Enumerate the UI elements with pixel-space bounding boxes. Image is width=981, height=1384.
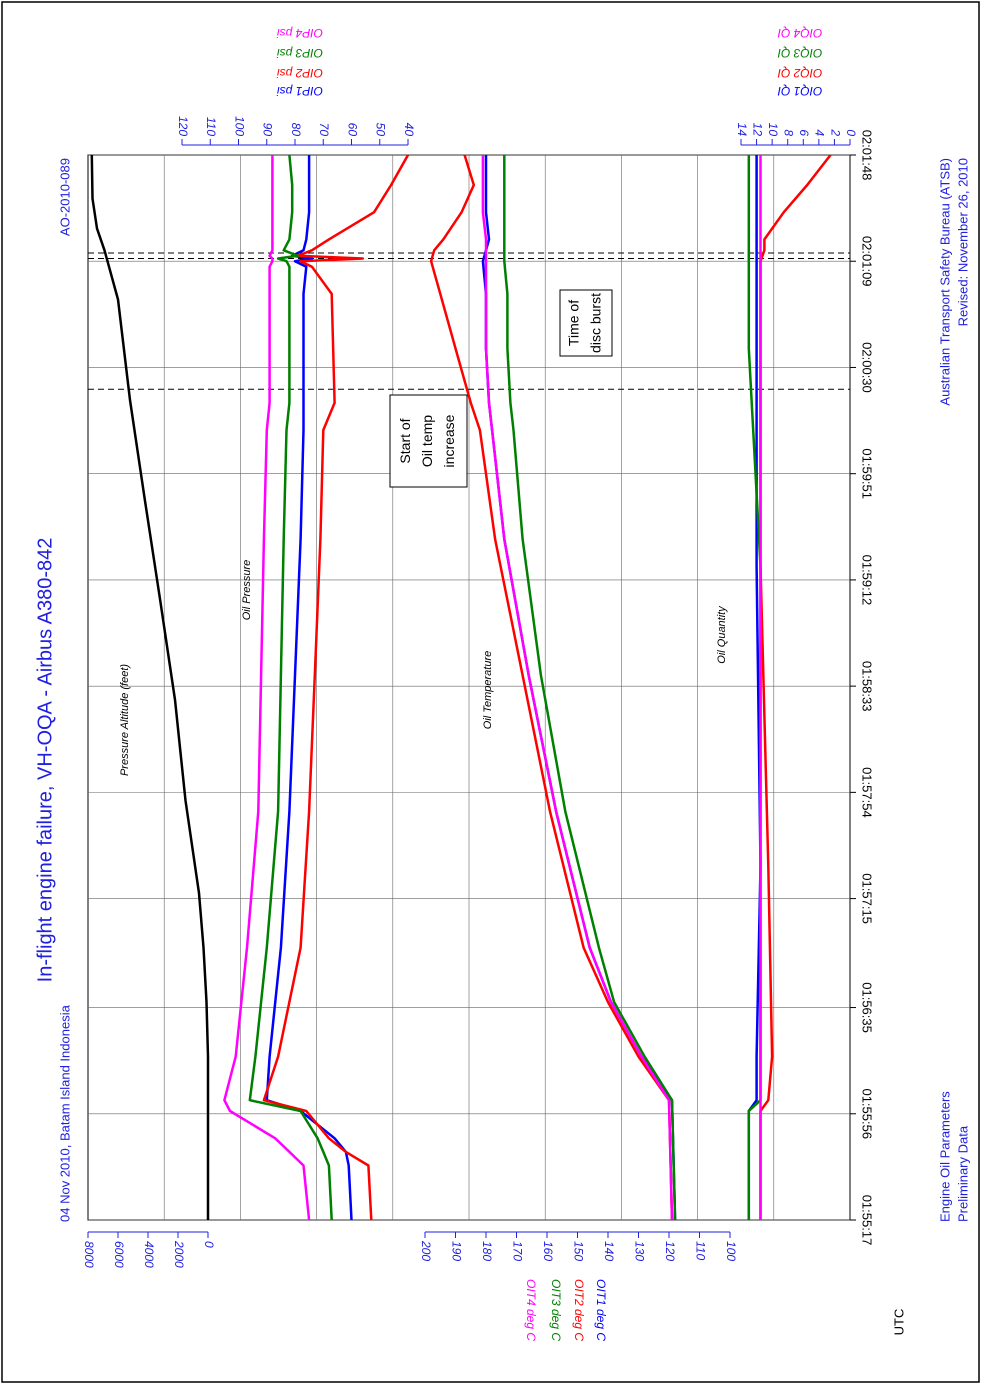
y-tick-label: 50 [374, 123, 388, 137]
series-line [262, 154, 410, 1221]
x-tick-label: 01:55:17 [860, 1195, 875, 1246]
y-tick-label: 130 [632, 1241, 646, 1261]
legend-entry: OIQ3 QI [777, 46, 822, 60]
legend-entry: OIT4 deg C [524, 1279, 538, 1341]
y-tick-label: 100 [724, 1241, 738, 1261]
x-tick-label: 02:00:30 [860, 342, 875, 393]
x-tick-label: 01:59:12 [860, 555, 875, 606]
series-line [503, 155, 677, 1221]
y-tick-label: 190 [449, 1241, 463, 1261]
panel-title: Oil Quantity [716, 605, 728, 664]
y-tick-label: 160 [541, 1241, 555, 1261]
footer-text: Revised: November 26, 2010 [955, 158, 970, 326]
panel-title: Oil Temperature [482, 651, 494, 729]
y-tick-label: 180 [480, 1241, 494, 1261]
panel-title: Oil Pressure [241, 560, 253, 621]
y-tick-label: 12 [750, 123, 764, 137]
y-tick-label: 6000 [112, 1241, 126, 1268]
y-tick-label: 110 [693, 1241, 707, 1260]
x-tick-label: 01:58:33 [860, 661, 875, 712]
series-line [265, 155, 353, 1221]
y-tick-label: 70 [317, 123, 331, 137]
x-tick-label: 01:55:56 [860, 1088, 875, 1139]
x-axis-label: UTC [891, 1309, 906, 1336]
y-tick-label: 6 [797, 129, 811, 136]
y-tick-label: 60 [345, 123, 359, 137]
y-tick-label: 150 [571, 1241, 585, 1261]
series-line [747, 155, 762, 1220]
subtitle: 04 Nov 2010, Batam Island Indonesia [57, 1004, 72, 1222]
y-tick-label: 110 [204, 117, 218, 136]
y-tick-label: 8 [782, 129, 796, 136]
series-line [248, 154, 333, 1221]
legend-entry: OIP3 psi [277, 46, 323, 60]
y-tick-label: 4 [813, 129, 827, 136]
legend-entry: OIQ4 QI [777, 26, 822, 40]
y-tick-label: 0 [844, 129, 858, 136]
legend-entry: OIP2 psi [277, 66, 323, 80]
y-tick-label: 0 [202, 1241, 216, 1248]
y-tick-label: 140 [602, 1241, 616, 1261]
footer-text: Engine Oil Parameters [937, 1091, 952, 1222]
legend-entry: OIQ1 QI [777, 84, 822, 98]
series-line [429, 154, 674, 1221]
annotation: Oil temp [419, 415, 435, 467]
x-tick-label: 01:57:54 [860, 767, 875, 818]
annotation-box [559, 289, 613, 357]
x-tick-label: 02:01:48 [860, 130, 875, 181]
altitude-line [90, 154, 210, 1220]
footer-text: Australian Transport Safety Bureau (ATSB… [937, 158, 952, 406]
y-tick-label: 100 [232, 116, 246, 136]
y-tick-label: 80 [289, 123, 303, 137]
y-tick-label: 170 [510, 1241, 524, 1261]
legend-entry: OIQ2 QI [777, 66, 822, 80]
annotation: Start of [397, 418, 413, 463]
annotation-box [389, 394, 468, 488]
legend-entry: OIP1 psi [277, 84, 323, 98]
x-tick-label: 01:57:15 [860, 873, 875, 924]
legend-entry: OIT3 deg C [549, 1279, 563, 1341]
y-tick-label: 14 [735, 123, 749, 137]
y-tick-label: 2000 [172, 1240, 186, 1268]
annotation: increase [441, 414, 457, 467]
y-tick-label: 90 [261, 123, 275, 137]
panel-title: Pressure Altitude (feet) [119, 664, 131, 776]
report-id: AO-2010-089 [57, 158, 72, 236]
annotation: Time of [566, 300, 582, 346]
x-tick-label: 01:56:35 [860, 982, 875, 1033]
y-tick-label: 8000 [82, 1241, 96, 1268]
legend-entry: OIP4 psi [277, 26, 323, 40]
y-tick-label: 2 [828, 128, 842, 136]
x-tick-label: 01:59:51 [860, 448, 875, 499]
y-tick-label: 120 [176, 116, 190, 136]
series-line [759, 154, 832, 1220]
chart-title: In-flight engine failure, VH-OQA - Airbu… [34, 538, 56, 983]
x-tick-label: 02:01:09 [860, 236, 875, 287]
y-tick-label: 40 [402, 123, 416, 137]
series-line [223, 155, 311, 1221]
y-tick-label: 4000 [142, 1241, 156, 1268]
legend-entry: OIT2 deg C [572, 1279, 586, 1341]
legend-entry: OIT1 deg C [594, 1279, 608, 1341]
footer-text: Preliminary Data [955, 1125, 970, 1222]
annotation: disc burst [588, 293, 604, 353]
series-line [481, 155, 674, 1221]
y-tick-label: 200 [419, 1240, 433, 1261]
y-tick-label: 120 [663, 1241, 677, 1261]
y-tick-label: 10 [766, 123, 780, 137]
